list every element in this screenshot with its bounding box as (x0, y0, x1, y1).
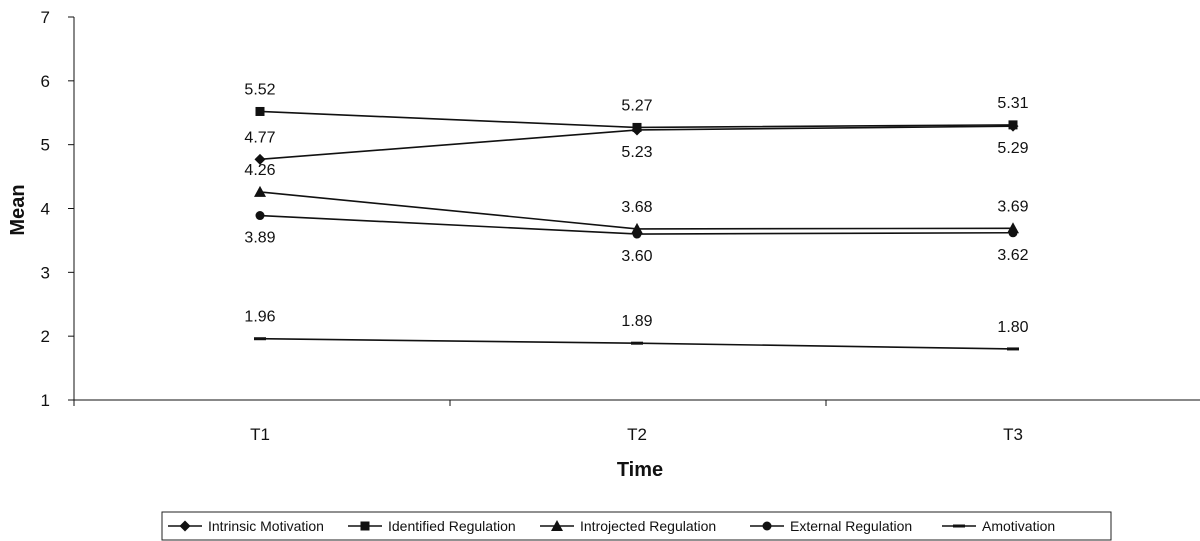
data-point (632, 122, 642, 132)
y-tick-label: 1 (41, 391, 50, 410)
y-tick-label: 5 (41, 136, 50, 155)
data-label: 3.89 (244, 230, 275, 247)
y-tick-label: 3 (41, 263, 50, 282)
series-identified-regulation (255, 106, 1018, 132)
axes-group: 1 2 3 4 5 6 7 T1 T2 T3 (41, 8, 1200, 444)
data-point (631, 341, 643, 345)
data-point (632, 229, 642, 239)
y-tick-label: 7 (41, 8, 50, 27)
data-label: 1.80 (997, 319, 1028, 336)
data-label: 3.68 (621, 199, 652, 216)
data-label: 5.52 (244, 81, 275, 98)
x-tick-label: T1 (250, 425, 270, 444)
legend-label: Intrinsic Motivation (208, 518, 324, 534)
y-tick-label: 4 (41, 200, 50, 219)
data-point (254, 153, 266, 165)
data-label: 3.62 (997, 247, 1028, 264)
data-label: 4.77 (244, 129, 275, 146)
data-point (1008, 120, 1018, 130)
legend-marker (953, 524, 965, 528)
legend-entry: External Regulation (750, 518, 912, 534)
legend-marker (179, 520, 191, 532)
data-point (255, 211, 265, 221)
legend-entry: Intrinsic Motivation (168, 518, 324, 534)
y-tick-label: 2 (41, 327, 50, 346)
data-point (254, 185, 266, 197)
data-label: 5.31 (997, 95, 1028, 112)
data-label: 5.29 (997, 140, 1028, 157)
series-external-regulation (255, 211, 1018, 239)
data-point (255, 106, 265, 116)
data-label: 3.60 (621, 248, 652, 265)
x-tick-label: T3 (1003, 425, 1023, 444)
legend-label: Identified Regulation (388, 518, 516, 534)
data-label: 4.26 (244, 162, 275, 179)
series-group (254, 106, 1019, 351)
y-axis-title: Mean (7, 184, 29, 235)
legend-marker (360, 521, 370, 531)
legend-label: External Regulation (790, 518, 912, 534)
data-labels-group: 4.77 5.23 5.29 5.52 5.27 5.31 4.26 3.68 3.69 3.89… (244, 81, 1028, 335)
legend-entry: Amotivation (942, 518, 1055, 534)
legend-entry: Identified Regulation (348, 518, 516, 534)
data-point (1007, 347, 1019, 351)
legend-label: Introjected Regulation (580, 518, 716, 534)
legend-marker (762, 521, 772, 531)
y-tick-label: 6 (41, 72, 50, 91)
legend-box (161, 511, 1112, 541)
legend-entry: Introjected Regulation (540, 518, 716, 534)
data-point (1008, 228, 1018, 238)
series-amotivation (254, 337, 1019, 351)
legend-label: Amotivation (982, 518, 1055, 534)
legend-marker (551, 520, 563, 531)
legend: Intrinsic Motivation Identified Regulatio… (161, 511, 1112, 541)
data-label: 5.27 (621, 97, 652, 114)
x-tick-label: T2 (627, 425, 647, 444)
data-label: 1.96 (244, 309, 275, 326)
data-label: 3.69 (997, 198, 1028, 215)
x-axis-title: Time (617, 459, 663, 481)
legend-items: Intrinsic Motivation Identified Regulatio… (168, 518, 1055, 534)
data-label: 5.23 (621, 144, 652, 161)
data-point (254, 337, 266, 341)
data-label: 1.89 (621, 313, 652, 330)
